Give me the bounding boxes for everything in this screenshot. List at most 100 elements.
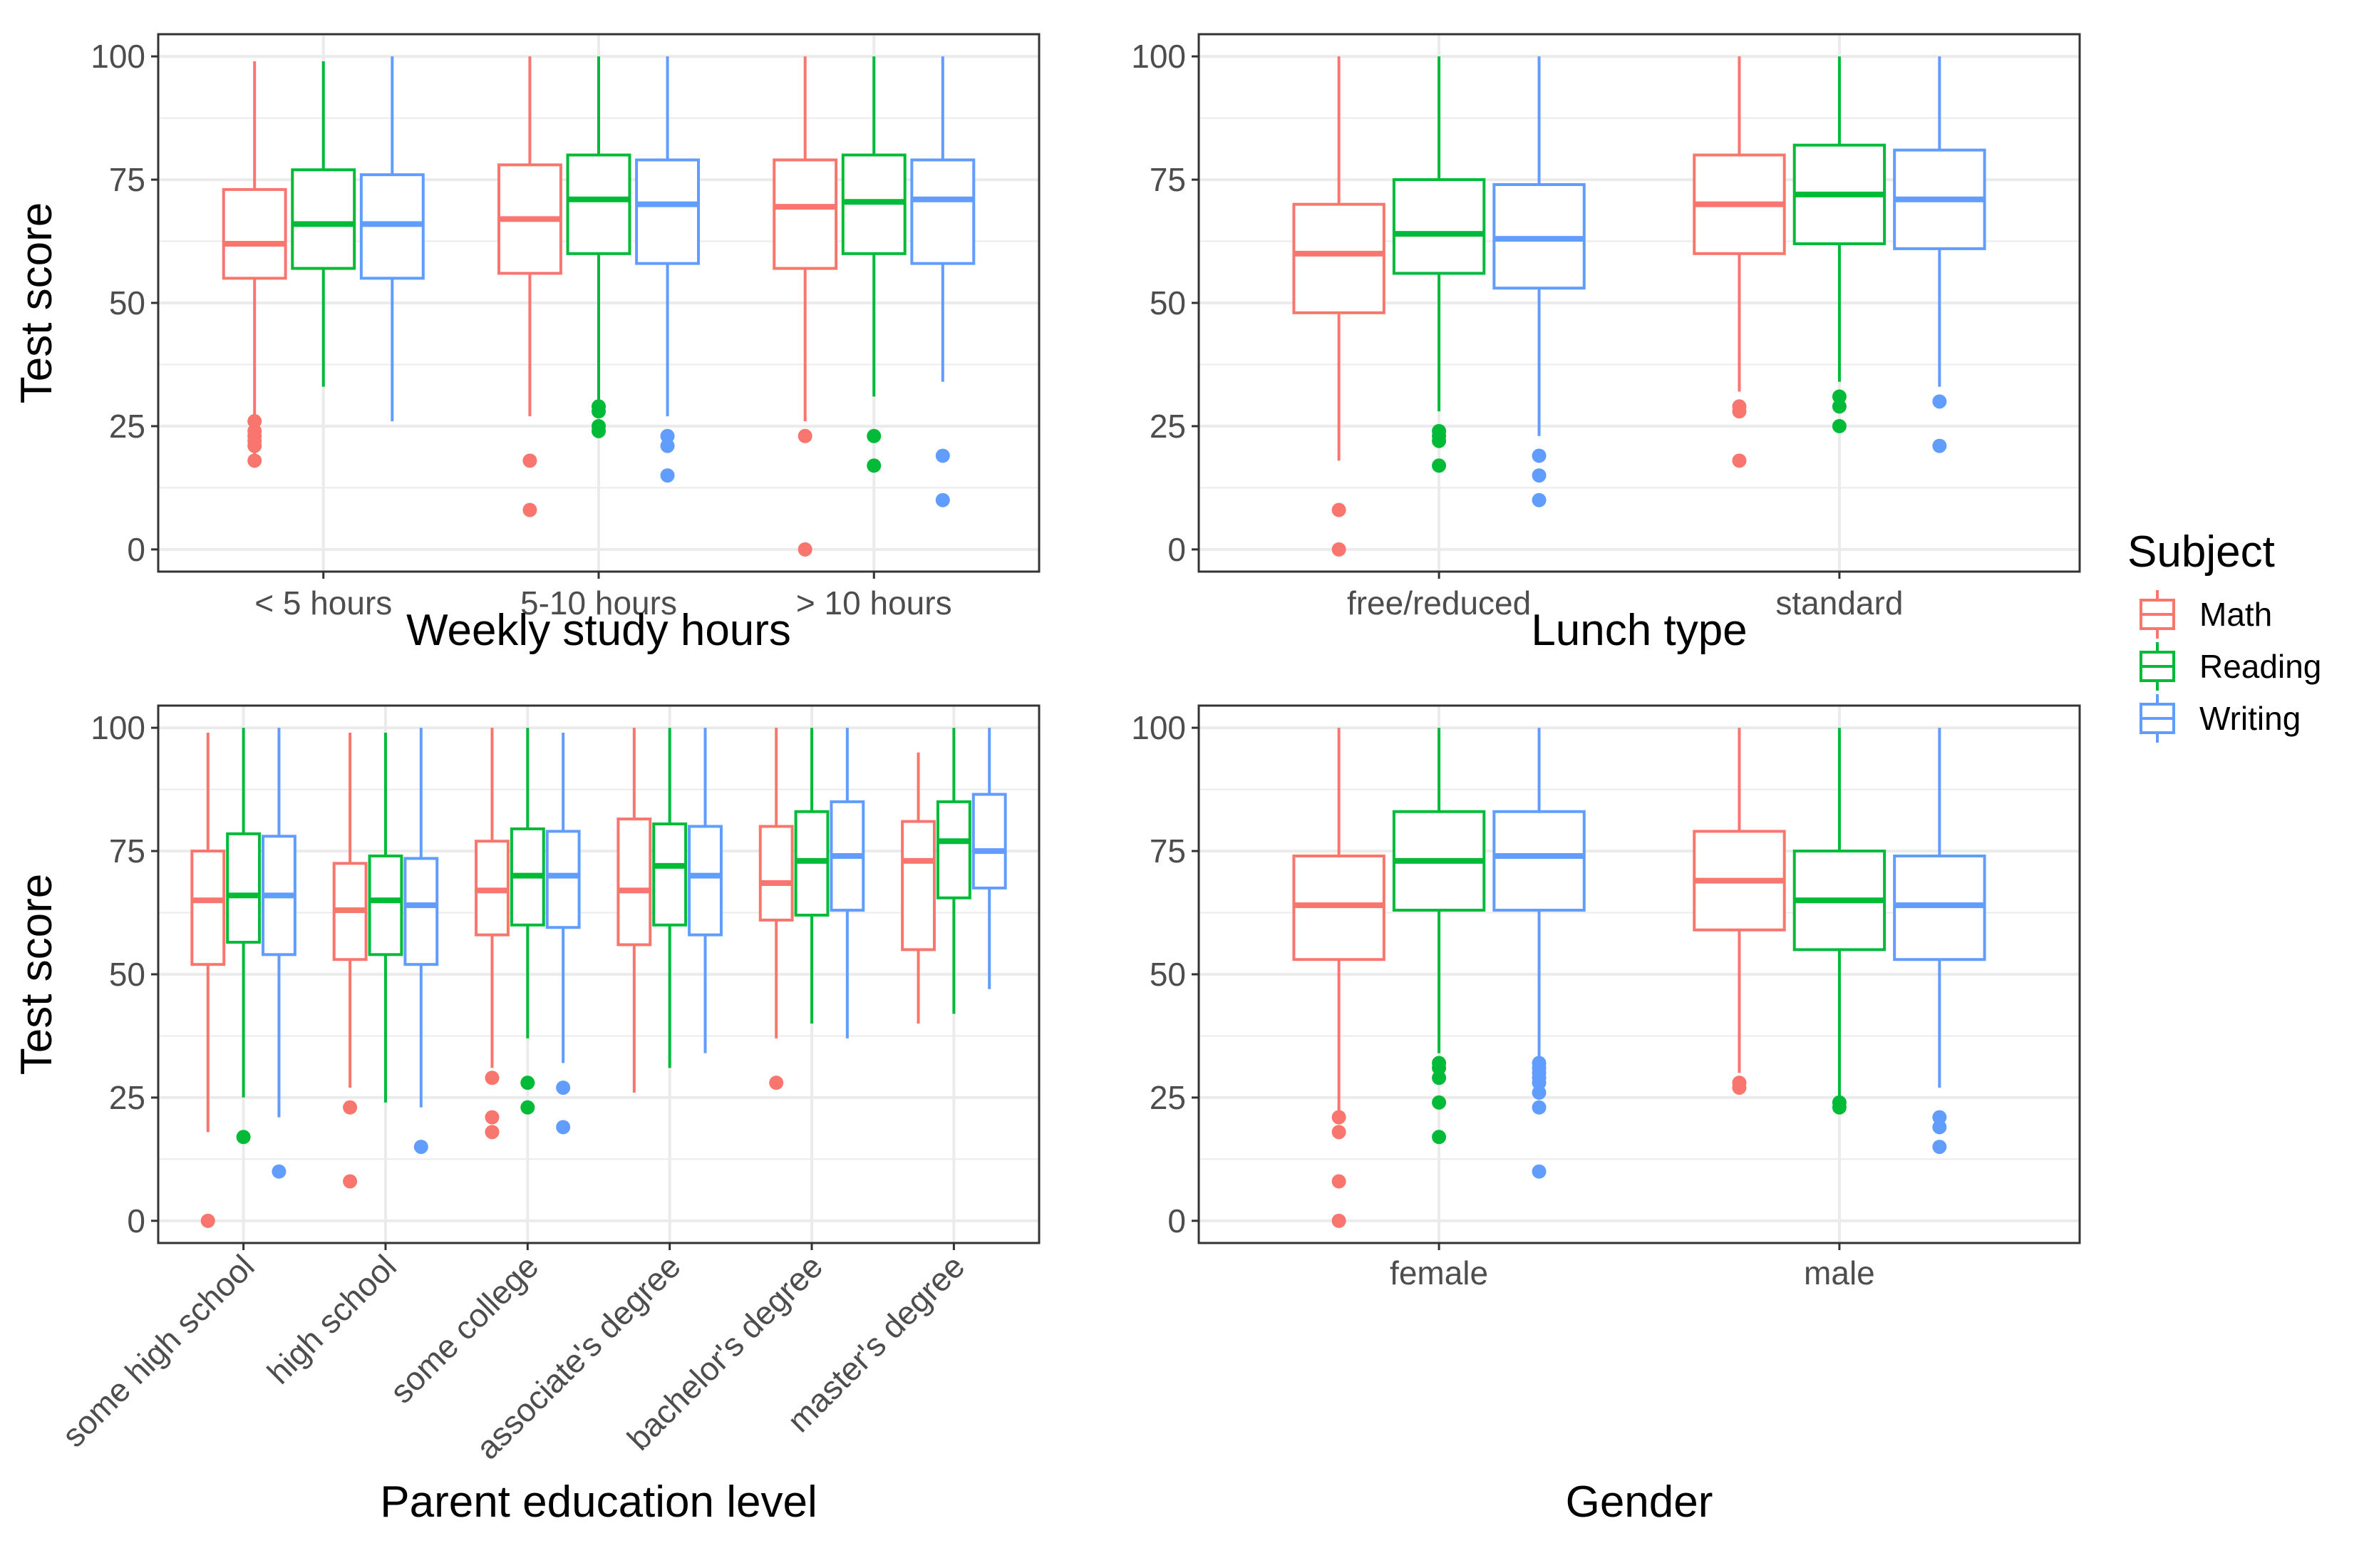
box-math — [475, 728, 510, 1140]
outlier-point — [867, 458, 882, 473]
box-math — [1292, 728, 1385, 1228]
y-tick-label: 100 — [91, 38, 145, 75]
box-math — [190, 733, 226, 1228]
outlier-point — [522, 502, 537, 517]
legend-title: Subject — [2127, 527, 2275, 577]
box-math — [1292, 56, 1385, 557]
y-tick-label: 50 — [109, 956, 145, 993]
iqr-box — [688, 825, 723, 937]
outlier-point — [592, 404, 606, 419]
y-tick-label: 75 — [109, 161, 145, 198]
box-writing — [262, 728, 296, 1179]
box-math — [332, 733, 368, 1189]
iqr-box — [291, 168, 356, 270]
iqr-box — [1392, 178, 1486, 275]
x-axis-title: Weekly study hours — [406, 606, 791, 655]
outlier-point — [556, 1080, 571, 1095]
y-tick-label: 0 — [1167, 531, 1186, 568]
box-writing — [635, 56, 701, 483]
series-reading — [291, 56, 907, 473]
iqr-box — [758, 825, 794, 922]
iqr-box — [368, 854, 403, 956]
iqr-box — [773, 158, 838, 270]
box-writing — [688, 728, 723, 1053]
outlier-point — [1532, 1076, 1547, 1090]
iqr-box — [971, 793, 1007, 889]
outlier-point — [520, 1100, 535, 1115]
box-reading — [368, 733, 403, 1103]
outlier-point — [1331, 542, 1346, 557]
series-math — [1292, 728, 1786, 1228]
legend-label: Writing — [2199, 700, 2301, 737]
box-writing — [830, 728, 865, 1038]
outlier-point — [1432, 433, 1447, 448]
panel-2: 0 25 50 75 100 free/reduced standard Lunch type — [1131, 33, 2081, 655]
x-tick-label: male — [1804, 1254, 1875, 1291]
outlier-point — [1331, 502, 1346, 517]
outlier-point — [1832, 418, 1847, 433]
x-tick-label: free/reduced — [1347, 584, 1531, 621]
series-math — [1292, 56, 1786, 557]
outlier-point — [1832, 389, 1847, 404]
iqr-box — [652, 822, 688, 927]
box-math — [773, 56, 838, 557]
outlier-point — [798, 428, 812, 443]
outlier-point — [1532, 1085, 1547, 1100]
outlier-point — [935, 448, 950, 463]
outlier-point — [1532, 468, 1547, 483]
box-math — [616, 728, 652, 1093]
outlier-point — [247, 453, 262, 468]
y-tick-label: 0 — [127, 531, 145, 568]
y-tick-label: 50 — [1150, 284, 1186, 321]
outlier-point — [1932, 394, 1947, 409]
outlier-point — [660, 428, 675, 443]
legend-item-writing: Writing — [2140, 694, 2301, 743]
box-reading — [226, 728, 262, 1145]
outlier-point — [1732, 404, 1747, 419]
box-math — [1693, 56, 1786, 468]
panel-border — [157, 33, 1041, 573]
outlier-point — [1932, 1120, 1947, 1135]
iqr-box — [403, 857, 439, 966]
outlier-point — [247, 438, 262, 453]
iqr-box — [910, 158, 976, 265]
box-writing — [1492, 728, 1586, 1179]
series-writing — [1492, 728, 1986, 1179]
iqr-box — [1492, 810, 1586, 912]
iqr-box — [545, 830, 581, 929]
x-tick-label: standard — [1775, 584, 1903, 621]
y-tick-label: 75 — [109, 832, 145, 870]
box-reading — [794, 728, 830, 1024]
outlier-point — [1532, 492, 1547, 507]
outlier-point — [1331, 1213, 1346, 1228]
y-tick-label: 25 — [109, 1079, 145, 1116]
series-writing — [262, 728, 1007, 1179]
outlier-point — [236, 1130, 251, 1145]
outlier-point — [798, 542, 812, 557]
box-reading — [652, 728, 688, 1068]
outlier-point — [343, 1174, 358, 1189]
box-reading — [1392, 728, 1486, 1145]
panel-border — [157, 704, 1041, 1244]
panel-border — [1197, 704, 2081, 1244]
legend-label: Math — [2199, 596, 2272, 633]
series-reading — [1392, 728, 1887, 1145]
box-reading — [1792, 728, 1887, 1115]
x-tick-label: female — [1390, 1254, 1488, 1291]
outlier-point — [200, 1213, 215, 1228]
series-reading — [1392, 56, 1887, 473]
box-math — [1693, 728, 1786, 1095]
outlier-point — [1331, 1125, 1346, 1140]
box-writing — [971, 728, 1007, 989]
y-tick-label: 50 — [1150, 956, 1186, 993]
x-tick-label: > 10 hours — [796, 584, 952, 621]
y-tick-label: 50 — [109, 284, 145, 321]
series-writing — [359, 56, 976, 507]
outlier-point — [556, 1120, 571, 1135]
series-writing — [1492, 56, 1986, 507]
outlier-point — [769, 1076, 784, 1090]
y-tick-label: 0 — [127, 1202, 145, 1239]
outlier-point — [1732, 453, 1747, 468]
x-tick-label: < 5 hours — [254, 584, 392, 621]
y-tick-label: 100 — [1131, 38, 1186, 75]
